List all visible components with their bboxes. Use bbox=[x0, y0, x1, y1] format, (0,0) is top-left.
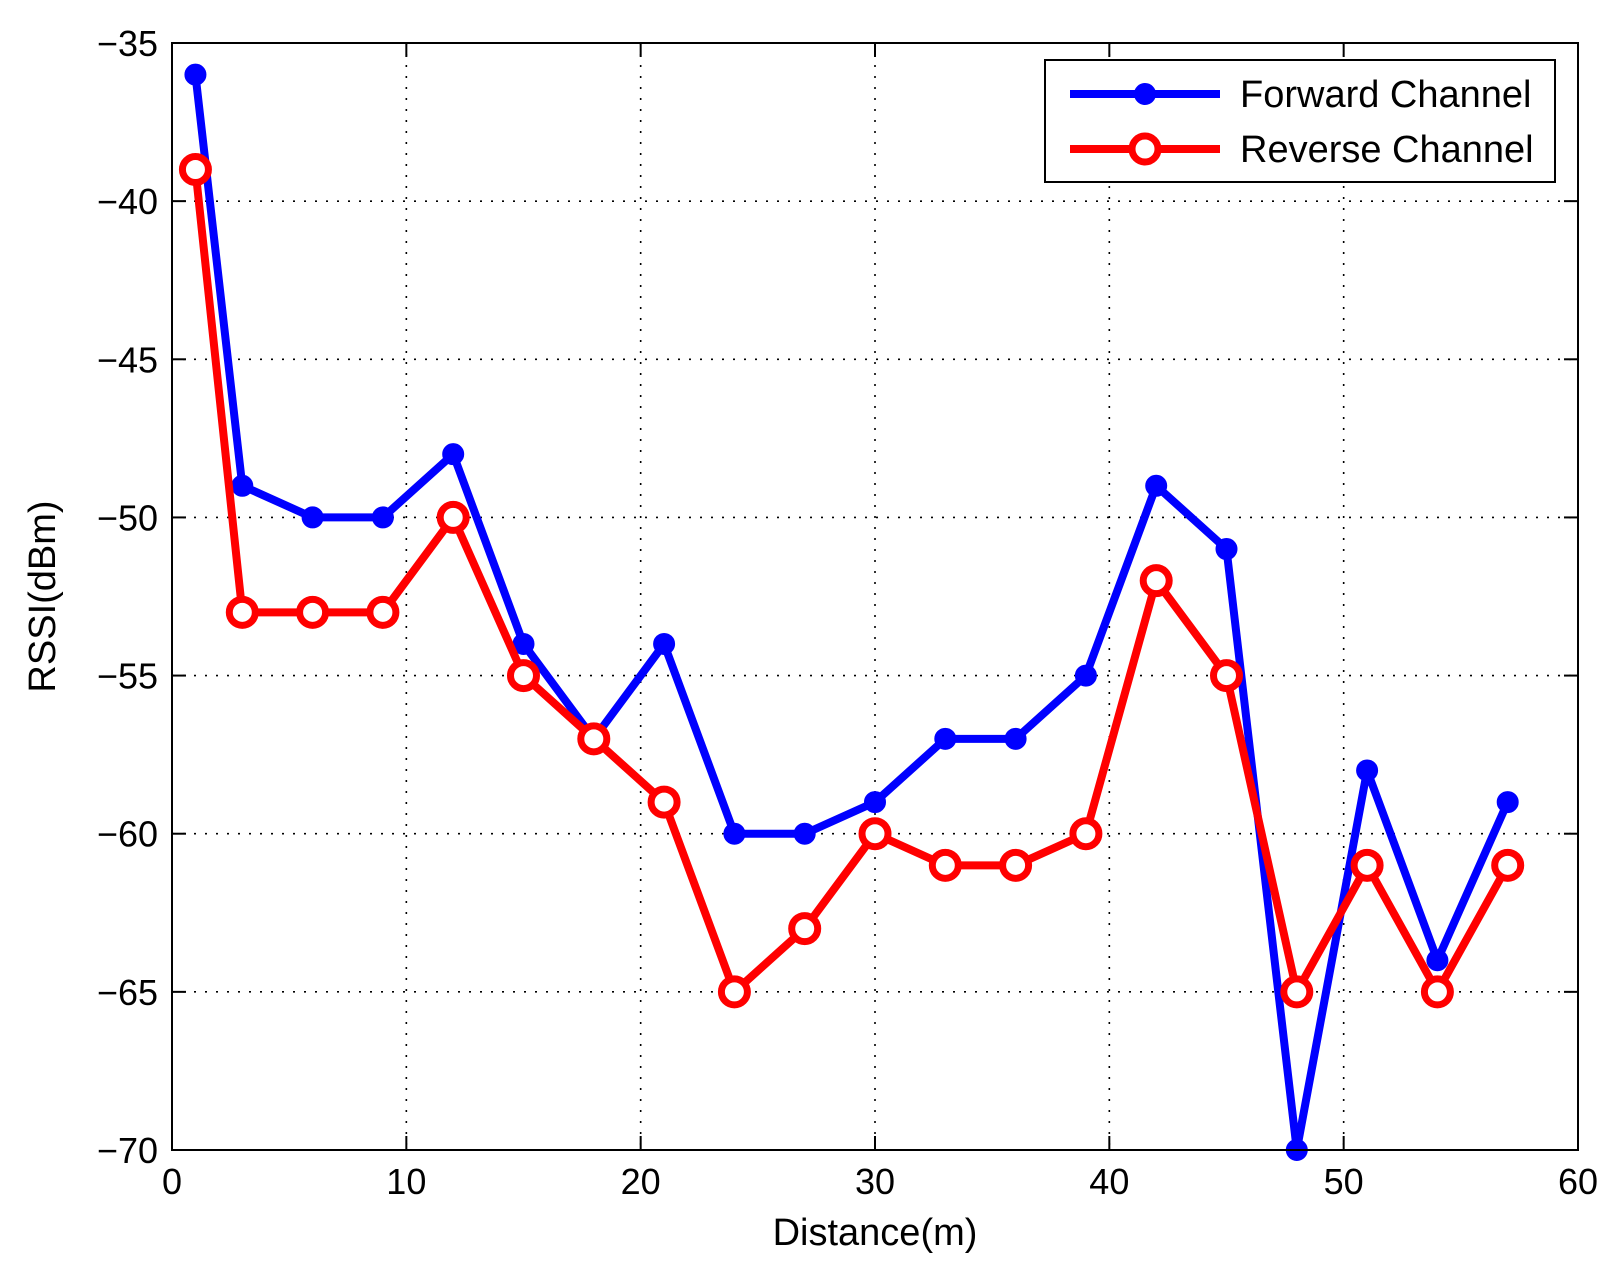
axis-ticks: 0 10 20 30 40 50 60 −35 −40 −45 −50 −55 −60 −65 −70 bbox=[97, 23, 1598, 1202]
data-point bbox=[793, 822, 816, 845]
data-point bbox=[371, 506, 394, 529]
y-tick-label: −50 bbox=[97, 497, 158, 538]
data-point bbox=[788, 912, 822, 946]
series-forward-channel bbox=[184, 63, 1519, 1161]
legend-marker-forward bbox=[1134, 83, 1156, 105]
data-point bbox=[436, 500, 470, 534]
series-line bbox=[191, 74, 1512, 1154]
y-tick-label: −35 bbox=[97, 23, 158, 64]
data-point bbox=[184, 63, 207, 86]
data-point bbox=[225, 595, 259, 629]
data-point bbox=[301, 506, 324, 529]
data-point bbox=[1074, 664, 1097, 687]
data-point bbox=[1426, 949, 1449, 972]
data-point bbox=[723, 822, 746, 845]
x-tick-label: 50 bbox=[1324, 1161, 1364, 1202]
data-point bbox=[507, 659, 540, 693]
data-point bbox=[1356, 759, 1379, 782]
data-point bbox=[1280, 975, 1314, 1009]
y-tick-label: −65 bbox=[97, 972, 158, 1013]
data-point bbox=[653, 632, 676, 655]
legend: Forward Channel Reverse Channel bbox=[1044, 59, 1556, 183]
data-point bbox=[647, 785, 681, 819]
data-point bbox=[1210, 659, 1243, 693]
x-tick-label: 40 bbox=[1089, 1161, 1129, 1202]
data-point bbox=[864, 791, 886, 814]
data-point bbox=[1069, 817, 1103, 851]
y-axis-label: RSSI(dBm) bbox=[22, 500, 64, 692]
legend-label-reverse: Reverse Channel bbox=[1240, 129, 1534, 171]
plot-series bbox=[178, 63, 1525, 1161]
x-tick-label: 10 bbox=[386, 1161, 426, 1202]
data-point bbox=[928, 848, 962, 882]
data-point bbox=[934, 727, 957, 750]
data-point bbox=[231, 474, 254, 497]
data-point bbox=[366, 595, 400, 629]
legend-box bbox=[1044, 59, 1556, 183]
x-tick-label: 60 bbox=[1558, 1161, 1598, 1202]
data-point bbox=[296, 595, 330, 629]
y-tick-label: −70 bbox=[97, 1130, 158, 1171]
data-point bbox=[717, 975, 751, 1009]
data-point bbox=[858, 817, 892, 851]
data-point bbox=[1004, 727, 1027, 750]
data-point bbox=[1491, 848, 1525, 882]
x-tick-label: 20 bbox=[621, 1161, 661, 1202]
data-point bbox=[1145, 474, 1168, 497]
data-point bbox=[1496, 791, 1519, 814]
y-tick-label: −40 bbox=[97, 181, 158, 222]
y-tick-label: −45 bbox=[97, 339, 158, 380]
series-reverse-channel bbox=[178, 153, 1525, 1009]
legend-marker-reverse bbox=[1128, 132, 1162, 166]
data-point bbox=[1215, 538, 1238, 561]
data-point bbox=[178, 153, 212, 187]
y-tick-label: −55 bbox=[97, 656, 158, 697]
data-point bbox=[1139, 564, 1173, 598]
data-point bbox=[1350, 848, 1384, 882]
x-axis-label: Distance(m) bbox=[773, 1212, 978, 1254]
y-tick-label: −60 bbox=[97, 814, 158, 855]
data-point bbox=[442, 443, 465, 466]
data-point bbox=[1420, 975, 1454, 1009]
data-point bbox=[999, 848, 1033, 882]
x-tick-label: 30 bbox=[855, 1161, 895, 1202]
legend-label-forward: Forward Channel bbox=[1240, 74, 1531, 116]
series-line bbox=[191, 169, 1512, 996]
x-tick-label: 0 bbox=[162, 1161, 182, 1202]
data-point bbox=[577, 722, 611, 756]
